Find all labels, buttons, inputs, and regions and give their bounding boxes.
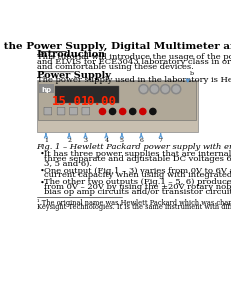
- Text: three separate and adjustable DC voltages 6V, +20V and -20V (see Fig.1 -: three separate and adjustable DC voltage…: [44, 155, 231, 163]
- Text: 15.01: 15.01: [52, 94, 89, 107]
- Text: The other two outputs (Fig.1 – 5, 6) produce a voltages that can be varied: The other two outputs (Fig.1 – 5, 6) pro…: [44, 178, 231, 187]
- FancyBboxPatch shape: [55, 86, 119, 103]
- Text: 1: 1: [44, 138, 48, 142]
- Circle shape: [139, 85, 148, 94]
- Text: The power supply used in the laboratory is Hewlett Packard 6630A Triple DC.¹: The power supply used in the laboratory …: [37, 76, 231, 84]
- Text: bias op amp circuits and/or transistor circuits.: bias op amp circuits and/or transistor c…: [44, 188, 231, 196]
- FancyBboxPatch shape: [70, 107, 77, 115]
- Text: How to Use the Power Supply, Digital Multimeter and NI ELVIS: How to Use the Power Supply, Digital Mul…: [0, 42, 231, 51]
- Circle shape: [150, 85, 159, 94]
- Text: It has three power supplies that are internally joined which produces: It has three power supplies that are int…: [44, 150, 231, 158]
- Text: 3: 3: [83, 138, 88, 142]
- Text: One output (Fig.1 – 3) varies from 0V to 6V and has a larger maximum: One output (Fig.1 – 3) varies from 0V to…: [44, 167, 231, 175]
- FancyBboxPatch shape: [57, 107, 65, 115]
- Circle shape: [171, 85, 181, 94]
- Text: current capacity when using with integrated circuits (ICs).: current capacity when using with integra…: [44, 171, 231, 179]
- Circle shape: [99, 108, 106, 115]
- Text: Keysight Technologies. It is the same instrument with different names depending : Keysight Technologies. It is the same in…: [37, 203, 231, 211]
- Text: from 0V – 20V by using the ±20V rotary nob (Fig.1 – 8) They are used to: from 0V – 20V by using the ±20V rotary n…: [44, 183, 231, 191]
- Circle shape: [150, 108, 156, 115]
- FancyBboxPatch shape: [44, 107, 52, 115]
- Text: •: •: [40, 167, 45, 175]
- Text: b: b: [189, 71, 193, 76]
- Circle shape: [130, 108, 136, 115]
- FancyBboxPatch shape: [39, 84, 55, 93]
- Circle shape: [140, 108, 146, 115]
- Text: Fig. 1 – Hewlett Packard power supply with enumerated parts.: Fig. 1 – Hewlett Packard power supply wi…: [37, 143, 231, 151]
- Text: and comfortable using these devices.: and comfortable using these devices.: [37, 63, 193, 71]
- Text: •: •: [40, 178, 45, 187]
- Text: and ELVIS for ECE3043 laboratory class in order for students to get familiarized: and ELVIS for ECE3043 laboratory class i…: [37, 58, 231, 66]
- Text: Power Supply: Power Supply: [37, 70, 110, 80]
- Circle shape: [173, 86, 179, 92]
- Text: 4: 4: [104, 138, 108, 142]
- Text: hp: hp: [42, 87, 52, 93]
- Circle shape: [151, 86, 158, 92]
- Text: This tutorial will introduce the usage of the power supply, digital Multimeter: This tutorial will introduce the usage o…: [37, 53, 231, 61]
- FancyBboxPatch shape: [37, 80, 198, 132]
- Text: 3, 5 and 6).: 3, 5 and 6).: [44, 160, 92, 167]
- Circle shape: [161, 85, 170, 94]
- FancyBboxPatch shape: [38, 81, 196, 120]
- Text: Introduction: Introduction: [37, 50, 106, 59]
- Text: ¹ The original name was Hewlett Packard which was changed to Agilent Technologie: ¹ The original name was Hewlett Packard …: [37, 199, 231, 207]
- Circle shape: [140, 86, 147, 92]
- Circle shape: [120, 108, 126, 115]
- Text: 6: 6: [139, 138, 143, 142]
- Text: 0.00: 0.00: [87, 94, 117, 107]
- Circle shape: [109, 108, 116, 115]
- FancyBboxPatch shape: [82, 107, 90, 115]
- Text: 2: 2: [67, 138, 71, 142]
- Text: 5: 5: [120, 138, 124, 142]
- Text: •: •: [40, 150, 45, 158]
- Circle shape: [162, 86, 168, 92]
- Text: 7: 7: [159, 138, 163, 142]
